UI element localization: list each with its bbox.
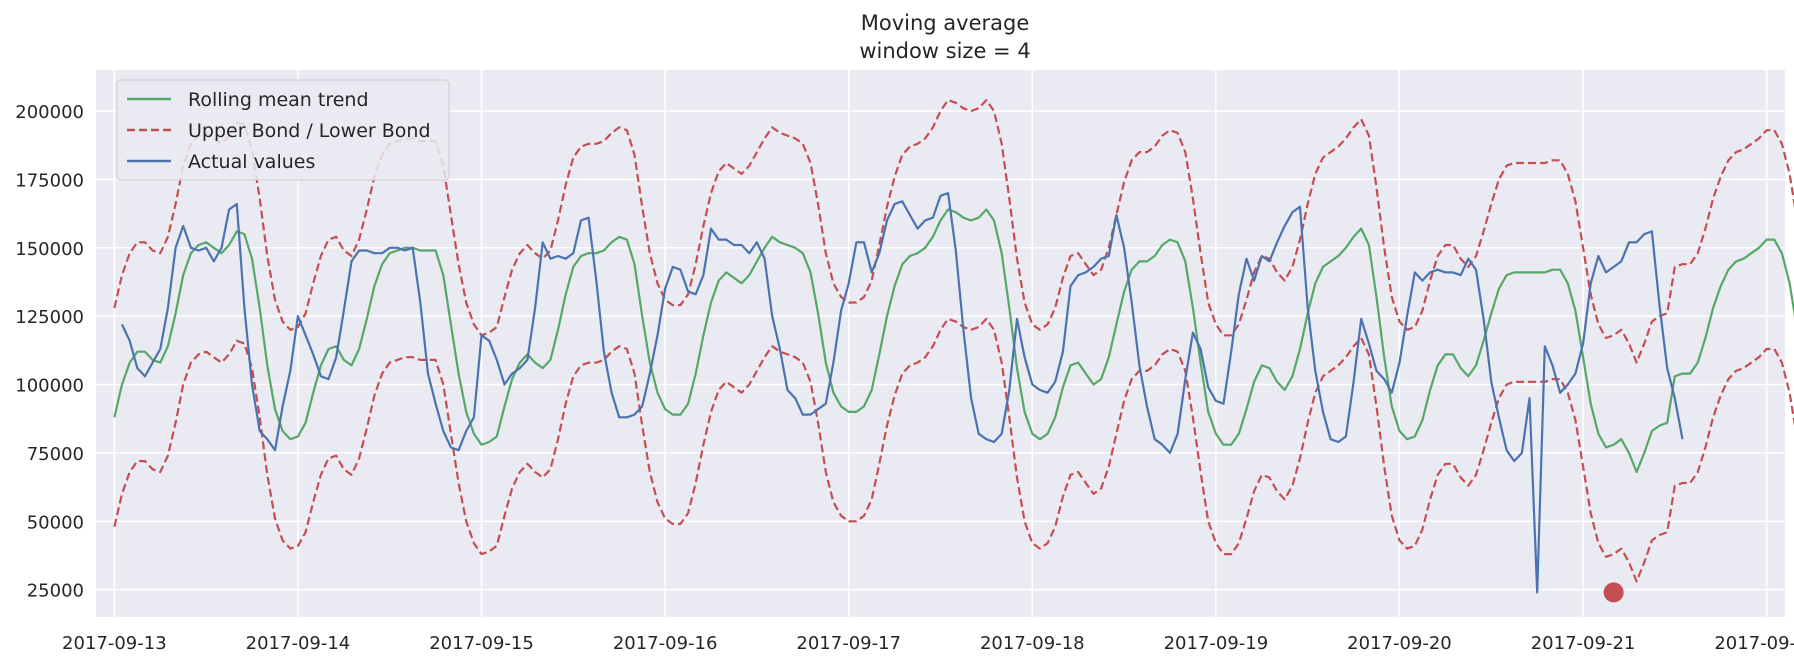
x-tick-label: 2017-09-18: [980, 633, 1085, 654]
lower-bond-line: [113, 317, 1794, 583]
x-tick-label: 2017-09-22: [1714, 633, 1794, 654]
x-tick-label: 2017-09-17: [796, 633, 901, 654]
y-tick-label: 100000: [15, 376, 84, 397]
x-tick-label: 2017-09-14: [246, 633, 351, 654]
y-tick-label: 75000: [27, 444, 84, 465]
legend: Rolling mean trend Upper Bond / Lower Bo…: [116, 79, 450, 181]
actual-values-line: [121, 192, 1684, 594]
x-tick-label: 2017-09-13: [62, 633, 167, 654]
y-tick-label: 175000: [15, 170, 84, 191]
legend-label-bounds: Upper Bond / Lower Bond: [188, 120, 431, 142]
series-lines: [113, 192, 1794, 594]
x-tick-label: 2017-09-21: [1531, 633, 1636, 654]
x-tick-label: 2017-09-15: [429, 633, 534, 654]
x-tick-label: 2017-09-19: [1164, 633, 1269, 654]
axis-labels: 25000 50000 75000 100000 125000 150000 175000 2…: [15, 102, 1794, 654]
legend-label-actual: Actual values: [188, 151, 315, 173]
x-tick-label: 2017-09-16: [613, 633, 718, 654]
chart-subtitle: window size = 4: [859, 39, 1030, 63]
y-tick-label: 50000: [27, 512, 84, 533]
chart-title: Moving average: [861, 11, 1030, 35]
anomaly-marker: [1603, 582, 1624, 603]
y-tick-label: 25000: [27, 581, 84, 602]
y-tick-label: 200000: [15, 102, 84, 123]
y-tick-label: 150000: [15, 239, 84, 260]
rolling-mean-line: [113, 208, 1794, 474]
anomaly-markers: [1603, 582, 1624, 603]
y-tick-label: 125000: [15, 307, 84, 328]
x-tick-label: 2017-09-20: [1347, 633, 1452, 654]
legend-label-rolling-mean: Rolling mean trend: [188, 89, 369, 111]
legend-box: [116, 79, 450, 181]
